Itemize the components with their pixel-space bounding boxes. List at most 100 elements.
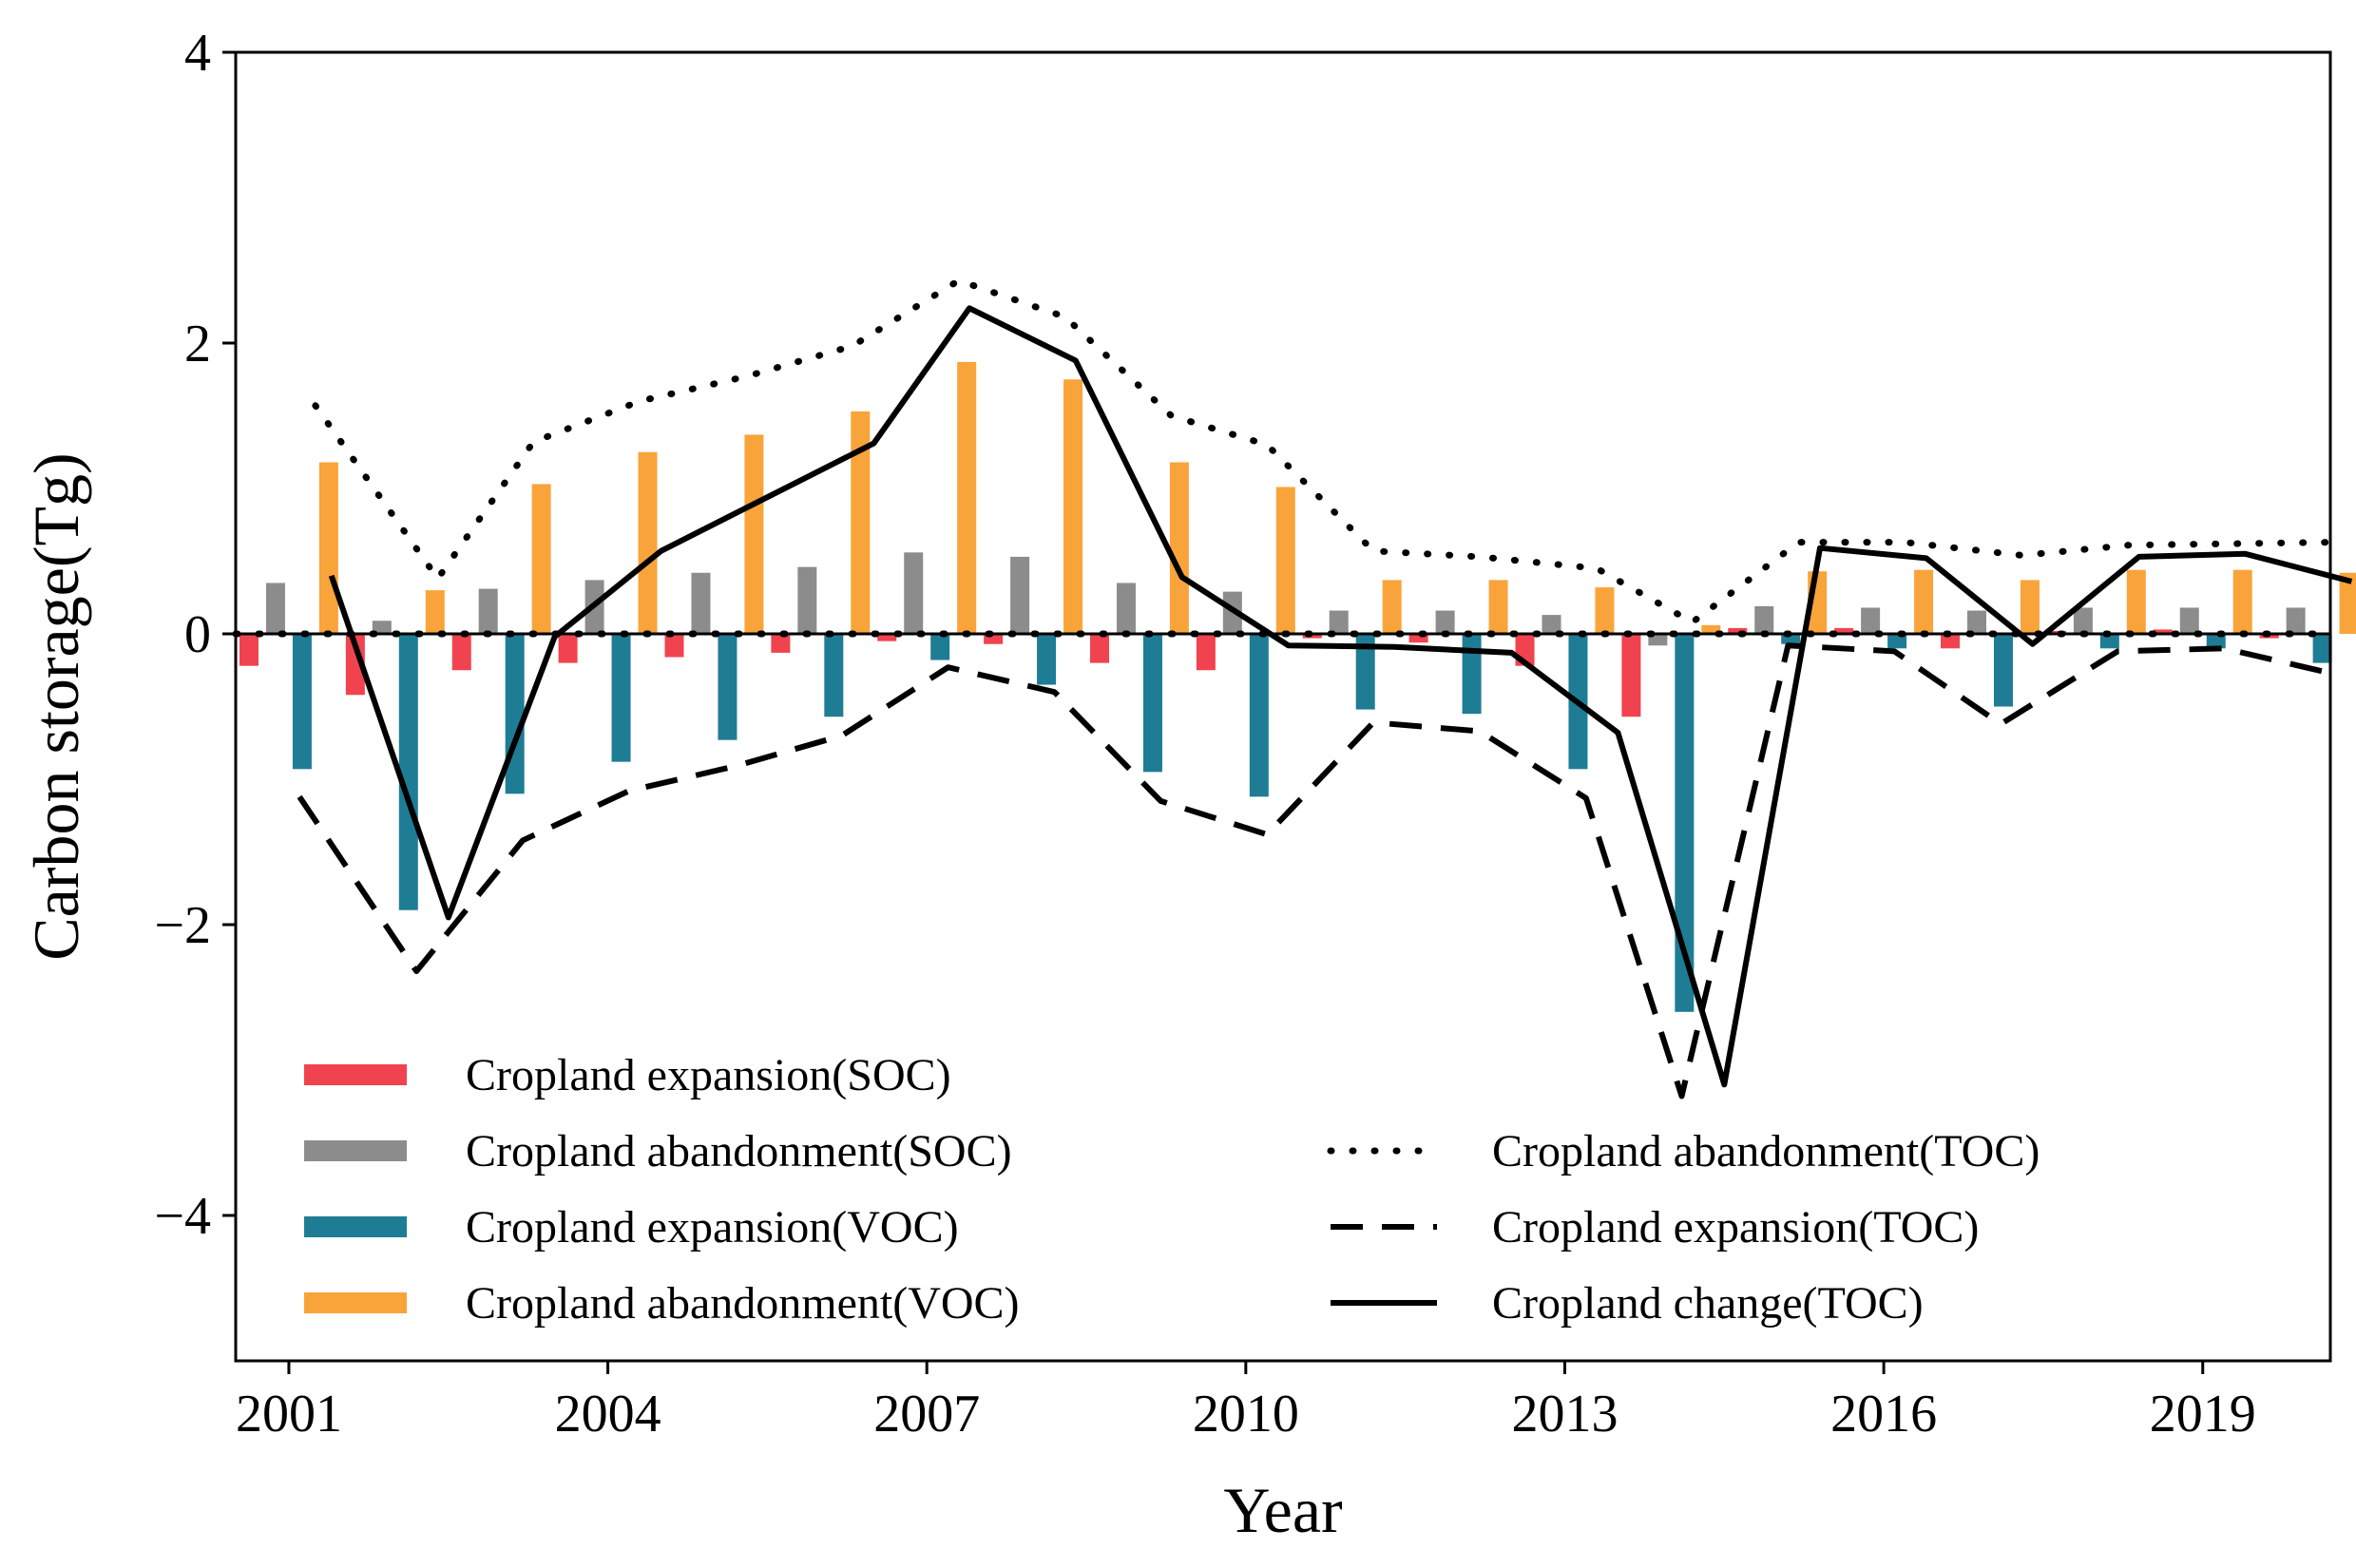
bar-cropland-expansion-soc-2012 — [1408, 634, 1428, 643]
bar-cropland-abandonment-voc-2001 — [318, 462, 338, 634]
bar-cropland-expansion-soc-2003 — [451, 634, 471, 671]
bar-cropland-abandonment-voc-2008 — [1063, 379, 1083, 634]
plot-frame — [234, 50, 2332, 1363]
bar-cropland-expansion-voc-2001 — [292, 634, 312, 770]
y-axis-ticks: 4 2 0 −2 −4 — [154, 24, 236, 1246]
y-tick-label: 2 — [184, 315, 211, 373]
bar-cropland-abandonment-soc-2001 — [265, 583, 285, 634]
bar-cropland-expansion-soc-2017 — [1941, 634, 1961, 649]
legend-label-cropland-abandonment-toc: Cropland abandonment(TOC) — [1492, 1126, 2040, 1176]
bar-cropland-abandonment-soc-2012 — [1435, 610, 1455, 634]
bar-cropland-expansion-voc-2005 — [718, 634, 737, 740]
bar-cropland-abandonment-voc-2009 — [1169, 462, 1189, 634]
bar-cropland-expansion-voc-2014 — [1675, 634, 1695, 1012]
legend-swatch-cropland-expansion-soc — [304, 1064, 407, 1085]
bar-cropland-expansion-voc-2015 — [1781, 634, 1801, 644]
bar-cropland-abandonment-voc-2018 — [2126, 569, 2146, 634]
bar-cropland-abandonment-soc-2015 — [1754, 605, 1774, 634]
bar-cropland-expansion-soc-2007 — [877, 634, 897, 641]
bar-cropland-abandonment-voc-2002 — [425, 590, 445, 634]
bar-cropland-expansion-voc-2006 — [824, 634, 844, 717]
bar-cropland-expansion-voc-2020 — [2312, 634, 2332, 663]
bar-cropland-abandonment-voc-2017 — [2020, 580, 2040, 634]
bar-cropland-abandonment-soc-2011 — [1329, 610, 1349, 634]
bar-cropland-abandonment-soc-2019 — [2179, 607, 2199, 634]
x-tick-label: 2013 — [1511, 1385, 1618, 1444]
bar-cropland-abandonment-voc-2006 — [851, 411, 871, 634]
bar-cropland-abandonment-soc-2018 — [2073, 607, 2093, 634]
bar-cropland-abandonment-voc-2004 — [638, 451, 658, 634]
bar-cropland-abandonment-soc-2016 — [1861, 607, 1881, 634]
bar-cropland-expansion-soc-2018 — [2046, 630, 2066, 634]
bar-cropland-expansion-voc-2007 — [930, 634, 950, 660]
legend-label-cropland-abandonment-voc: Cropland abandonment(VOC) — [466, 1278, 1020, 1329]
bar-cropland-abandonment-voc-2011 — [1382, 580, 1402, 634]
x-tick-label: 2004 — [555, 1385, 661, 1444]
bar-cropland-abandonment-voc-2007 — [957, 361, 977, 634]
bar-cropland-abandonment-voc-2003 — [531, 484, 551, 634]
line-cropland-change-toc — [328, 305, 2353, 1088]
legend-label-cropland-expansion-toc: Cropland expansion(TOC) — [1492, 1202, 1979, 1252]
bar-cropland-abandonment-soc-2007 — [904, 552, 924, 634]
bar-cropland-expansion-soc-2010 — [1196, 634, 1216, 671]
legend-bars: Cropland expansion(SOC) Cropland abandonm… — [304, 1050, 1020, 1329]
bar-cropland-expansion-voc-2011 — [1355, 634, 1375, 710]
bar-cropland-abandonment-soc-2020 — [2286, 607, 2306, 634]
bar-cropland-expansion-voc-2016 — [1887, 634, 1907, 649]
bar-cropland-expansion-soc-2008 — [984, 634, 1004, 644]
y-tick-label: 4 — [184, 24, 211, 83]
y-tick-label: −2 — [154, 896, 211, 955]
bar-cropland-abandonment-voc-2012 — [1488, 580, 1508, 634]
legend-label-cropland-expansion-soc: Cropland expansion(SOC) — [466, 1050, 951, 1100]
bar-cropland-expansion-soc-2005 — [664, 634, 684, 658]
bars-layer — [239, 361, 2356, 1012]
bar-cropland-abandonment-soc-2006 — [797, 566, 817, 634]
bar-cropland-expansion-soc-2001 — [239, 634, 259, 666]
bar-cropland-expansion-soc-2011 — [1302, 634, 1322, 639]
bar-cropland-expansion-soc-2002 — [345, 634, 365, 696]
y-tick-label: −4 — [154, 1187, 211, 1246]
bar-cropland-expansion-voc-2009 — [1142, 634, 1162, 773]
x-tick-label: 2016 — [1830, 1385, 1937, 1444]
line-cropland-expansion-toc — [297, 642, 2331, 1100]
bar-cropland-expansion-voc-2002 — [398, 634, 418, 910]
bar-cropland-expansion-voc-2017 — [1993, 634, 2013, 707]
y-axis-title: Carbon storage(Tg) — [20, 452, 92, 960]
bar-cropland-expansion-soc-2016 — [1834, 627, 1854, 634]
y-tick-label: 0 — [184, 605, 211, 664]
bar-cropland-expansion-voc-2004 — [611, 634, 631, 762]
bar-cropland-abandonment-voc-2019 — [2232, 569, 2252, 634]
bar-cropland-expansion-soc-2009 — [1090, 634, 1110, 663]
bar-cropland-expansion-soc-2015 — [1728, 627, 1748, 634]
x-axis-title: Year — [1223, 1474, 1343, 1546]
x-tick-label: 2010 — [1193, 1385, 1299, 1444]
bar-cropland-abandonment-voc-2016 — [1914, 569, 1934, 634]
bar-cropland-expansion-voc-2018 — [2099, 634, 2119, 649]
lines-layer — [297, 277, 2353, 1100]
legend-label-cropland-abandonment-soc: Cropland abandonment(SOC) — [466, 1126, 1012, 1176]
bar-cropland-abandonment-soc-2013 — [1542, 615, 1561, 634]
bar-cropland-abandonment-voc-2020 — [2339, 572, 2356, 634]
legend-swatch-cropland-abandonment-voc — [304, 1292, 407, 1313]
bar-cropland-expansion-voc-2008 — [1037, 634, 1057, 685]
bar-cropland-expansion-voc-2003 — [505, 634, 525, 794]
x-tick-label: 2019 — [2150, 1385, 2256, 1444]
bar-cropland-abandonment-voc-2005 — [744, 434, 764, 634]
x-axis-ticks: 2001 2004 2007 2010 2013 2016 2019 — [236, 1361, 2256, 1444]
bar-cropland-expansion-voc-2010 — [1249, 634, 1269, 797]
bar-cropland-expansion-soc-2014 — [1621, 634, 1641, 717]
bar-cropland-expansion-voc-2012 — [1462, 634, 1482, 715]
bar-cropland-abandonment-soc-2017 — [1967, 610, 1987, 634]
legend-label-cropland-expansion-voc: Cropland expansion(VOC) — [466, 1202, 959, 1252]
bar-cropland-abandonment-soc-2003 — [478, 588, 498, 634]
bar-cropland-abandonment-soc-2002 — [372, 621, 392, 634]
bar-cropland-expansion-soc-2004 — [558, 634, 578, 663]
x-tick-label: 2007 — [873, 1385, 980, 1444]
legend-swatch-cropland-expansion-voc — [304, 1216, 407, 1237]
line-cropland-abandonment-toc — [312, 277, 2334, 626]
legend-swatch-cropland-abandonment-soc — [304, 1140, 407, 1161]
bar-cropland-expansion-voc-2019 — [2206, 634, 2226, 649]
bar-cropland-expansion-soc-2006 — [771, 634, 791, 653]
legend-lines: Cropland abandonment(TOC) Cropland expans… — [1327, 1126, 2040, 1329]
